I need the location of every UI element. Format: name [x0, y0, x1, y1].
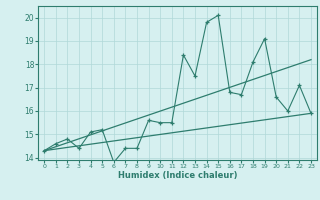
X-axis label: Humidex (Indice chaleur): Humidex (Indice chaleur)	[118, 171, 237, 180]
